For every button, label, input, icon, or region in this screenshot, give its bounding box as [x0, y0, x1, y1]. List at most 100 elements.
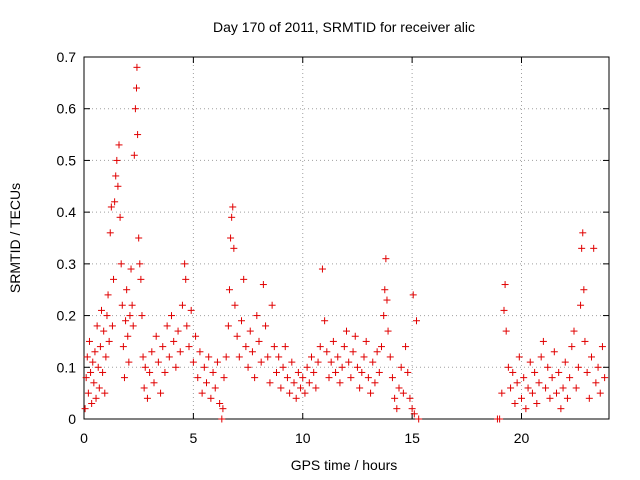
data-point — [253, 312, 261, 320]
data-point — [513, 379, 521, 387]
data-point — [581, 337, 589, 345]
y-tick-label: 0 — [68, 411, 76, 427]
data-point — [238, 317, 245, 325]
data-point — [154, 358, 162, 366]
data-point — [598, 343, 606, 351]
data-point — [118, 301, 126, 309]
x-tick-label: 15 — [404, 430, 420, 446]
data-point — [318, 265, 326, 273]
data-point — [225, 286, 233, 294]
data-point — [413, 317, 420, 325]
data-point — [498, 389, 506, 397]
data-point — [133, 84, 140, 92]
data-point — [288, 358, 296, 366]
data-point — [194, 374, 202, 382]
data-point — [152, 332, 160, 340]
data-point — [557, 405, 565, 413]
data-point — [172, 363, 180, 371]
data-point — [528, 389, 536, 397]
data-point — [125, 358, 133, 366]
data-point — [349, 348, 357, 356]
data-point — [297, 384, 305, 392]
data-point — [542, 384, 550, 392]
y-tick-label: 0.4 — [57, 204, 77, 220]
data-point — [105, 337, 113, 345]
y-tick-label: 0.3 — [57, 256, 77, 272]
data-point — [537, 353, 545, 361]
data-point — [185, 343, 193, 351]
data-point — [230, 244, 238, 252]
data-point — [114, 182, 122, 190]
data-point — [286, 389, 294, 397]
data-point — [257, 358, 265, 366]
data-point — [165, 353, 173, 361]
data-point — [183, 322, 191, 330]
data-point — [395, 384, 403, 392]
data-point — [104, 291, 112, 299]
data-point — [131, 105, 139, 113]
axis-ticks: 0 0.1 0.2 0.3 0.4 0.5 0.6 0.7 0 5 10 15 20 — [57, 49, 609, 446]
data-point — [146, 368, 154, 376]
data-point — [81, 405, 89, 413]
data-point — [141, 363, 149, 371]
data-point — [100, 327, 108, 335]
data-point — [391, 394, 399, 402]
data-point — [290, 379, 298, 387]
data-point — [347, 374, 355, 382]
data-point — [316, 343, 324, 351]
data-point — [588, 353, 595, 361]
data-point — [268, 301, 276, 309]
data-point — [501, 281, 509, 289]
data-point — [345, 358, 353, 366]
data-point — [135, 234, 143, 242]
data-point — [585, 394, 593, 402]
data-point — [123, 286, 131, 294]
data-point — [168, 312, 175, 320]
data-point — [594, 363, 602, 371]
data-point — [244, 363, 252, 371]
data-point — [544, 363, 552, 371]
data-point — [255, 337, 263, 345]
data-point — [138, 312, 146, 320]
data-point — [314, 358, 322, 366]
data-point — [393, 405, 401, 413]
data-point — [178, 301, 186, 309]
data-point — [539, 337, 547, 345]
data-point — [358, 368, 366, 376]
data-point — [102, 353, 110, 361]
data-point — [235, 353, 243, 361]
data-point — [95, 384, 103, 392]
data-point — [579, 229, 587, 237]
data-point — [561, 358, 569, 366]
data-point — [570, 327, 578, 335]
data-point — [219, 405, 227, 413]
data-point — [192, 332, 200, 340]
data-point — [362, 337, 370, 345]
data-point — [367, 389, 375, 397]
data-point — [301, 389, 309, 397]
data-point — [113, 156, 121, 164]
data-point — [360, 353, 368, 361]
data-point — [205, 353, 213, 361]
data-point — [380, 312, 388, 320]
x-tick-label: 0 — [80, 430, 88, 446]
data-point — [209, 368, 217, 376]
data-point — [601, 374, 609, 382]
x-tick-label: 20 — [514, 430, 530, 446]
x-axis-label: GPS time / hours — [291, 457, 398, 473]
data-point — [119, 343, 127, 351]
data-point — [124, 332, 132, 340]
data-point — [338, 363, 346, 371]
data-point — [103, 312, 111, 320]
data-point — [189, 358, 197, 366]
data-point — [93, 322, 101, 330]
data-point — [262, 322, 270, 330]
data-point — [148, 348, 156, 356]
data-point — [82, 374, 90, 382]
data-point — [128, 301, 136, 309]
data-point — [406, 394, 414, 402]
data-point — [382, 255, 390, 263]
data-point — [127, 265, 135, 273]
data-point — [378, 343, 385, 351]
data-point — [303, 363, 311, 371]
